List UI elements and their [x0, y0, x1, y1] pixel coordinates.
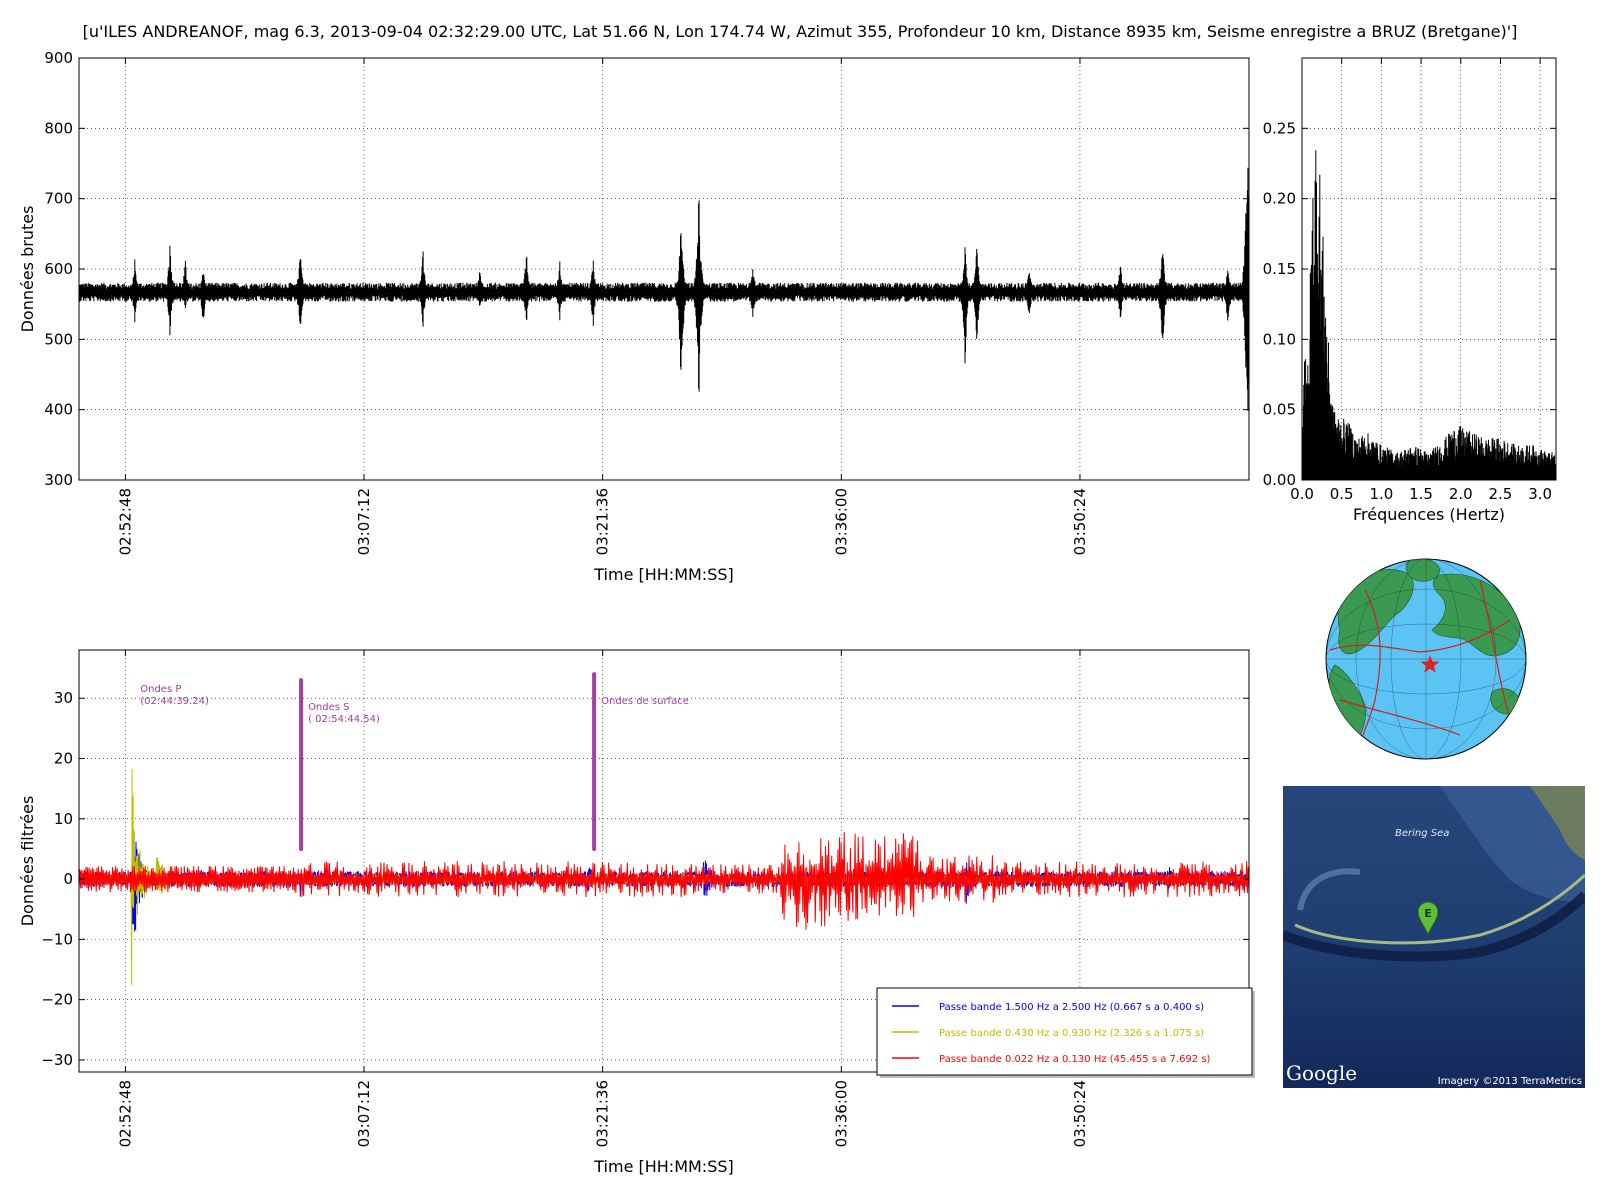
- filt-ylabel: Données filtrées: [18, 796, 37, 927]
- raw-ytick-label: 400: [44, 401, 73, 419]
- spec-ytick-label: 0.10: [1263, 330, 1296, 348]
- filt-ytick-label: −30: [41, 1051, 73, 1069]
- wave-annotation-label: Ondes S: [308, 702, 349, 713]
- raw-ylabel: Données brutes: [18, 206, 37, 333]
- map-ridge: [1297, 868, 1361, 911]
- legend-entry: Passe bande 1.500 Hz a 2.500 Hz (0.667 s…: [939, 1002, 1204, 1013]
- legend-entry: Passe bande 0.022 Hz a 0.130 Hz (45.455 …: [939, 1054, 1211, 1065]
- legend-box: [876, 987, 1253, 1076]
- raw-ytick-label: 800: [44, 119, 73, 137]
- filt-series-line: [78, 831, 1250, 931]
- axes-frame: [78, 649, 1250, 1073]
- spec-ytick-label: 0.05: [1263, 401, 1296, 419]
- raw-ytick-label: 600: [44, 260, 73, 278]
- legend-entry: Passe bande 0.430 Hz a 0.930 Hz (2.326 s…: [939, 1028, 1204, 1039]
- epicenter-star-icon: [1420, 655, 1440, 673]
- map-marker-pin-icon[interactable]: E: [1417, 901, 1439, 936]
- raw-xtick-label: 03:07:12: [355, 488, 373, 555]
- wave-annotation-label: Ondes P: [140, 684, 181, 695]
- spec-xlabel: Fréquences (Hertz): [1353, 505, 1505, 524]
- map-marker-label: E: [1424, 907, 1432, 920]
- satellite-map: Bering Sea E Google Imagery ©2013 TerraM…: [1283, 786, 1585, 1088]
- wave-annotation-label: (02:44:39.24): [140, 696, 209, 707]
- raw-ytick-label: 900: [44, 49, 73, 67]
- map-arc-islands: [1294, 873, 1585, 945]
- map-shelf: [1440, 786, 1585, 902]
- filt-xtick-label: 03:50:24: [1071, 1080, 1089, 1147]
- map-trench: [1283, 891, 1585, 962]
- raw-xtick-label: 02:52:48: [116, 488, 134, 555]
- raw-ytick-label: 300: [44, 471, 73, 489]
- spec-ytick-label: 0.15: [1263, 260, 1296, 278]
- google-logo: Google: [1286, 1061, 1357, 1085]
- filt-ytick-label: 30: [54, 689, 73, 707]
- globe-map: [1325, 558, 1527, 760]
- spec-xtick-label: 1.0: [1369, 485, 1393, 503]
- spec-xtick-label: 3.0: [1528, 485, 1552, 503]
- raw-signal-line: [78, 167, 1250, 411]
- raw-ytick-label: 500: [44, 330, 73, 348]
- filt-xtick-label: 02:52:48: [116, 1080, 134, 1147]
- filt-xtick-label: 03:21:36: [594, 1080, 612, 1147]
- map-sea-label: Bering Sea: [1395, 828, 1449, 839]
- spec-xtick-label: 1.5: [1409, 485, 1433, 503]
- filt-legend: Passe bande 1.500 Hz a 2.500 Hz (0.667 s…: [876, 987, 1255, 1078]
- filt-xlabel: Time [HH:MM:SS]: [593, 1157, 734, 1176]
- filt-xtick-label: 03:36:00: [832, 1080, 850, 1147]
- filt-ytick-label: −20: [41, 991, 73, 1009]
- spec-xtick-label: 0.5: [1330, 485, 1354, 503]
- filt-ytick-label: −10: [41, 930, 73, 948]
- spec-xtick-label: 2.5: [1489, 485, 1513, 503]
- raw-xtick-label: 03:21:36: [594, 488, 612, 555]
- spectrum-line: [1301, 150, 1557, 480]
- axes-frame: [1301, 57, 1557, 481]
- spec-xtick-label: 2.0: [1449, 485, 1473, 503]
- raw-xtick-label: 03:50:24: [1071, 488, 1089, 555]
- raw-data-panel: 900 800 700 600 500 400 300 02:52:48 03:07:12 03:…: [18, 49, 1250, 584]
- map-alaska-coast: [1530, 786, 1585, 860]
- map-credit: Imagery ©2013 TerraMetrics: [1438, 1076, 1582, 1087]
- wave-annotation-label: ( 02:54:44.54): [308, 714, 380, 725]
- raw-xlabel: Time [HH:MM:SS]: [593, 565, 734, 584]
- filt-ytick-label: 10: [54, 810, 73, 828]
- spec-ytick-label: 0.25: [1263, 119, 1296, 137]
- raw-xtick-label: 03:36:00: [832, 488, 850, 555]
- wave-annotation-label: Ondes de surface: [601, 696, 689, 707]
- spec-ytick-label: 0.00: [1263, 471, 1296, 489]
- spectrum-panel: 0.25 0.20 0.15 0.10 0.05 0.000.0 0.5 1.0 1.5 2.0 2…: [1263, 57, 1557, 524]
- spec-xtick-label: 0.0: [1290, 485, 1314, 503]
- spec-ytick-label: 0.20: [1263, 190, 1296, 208]
- globe-land-north-america: [1337, 569, 1414, 655]
- figure-title: [u'ILES ANDREANOF, mag 6.3, 2013-09-04 0…: [83, 22, 1518, 41]
- filt-ytick-label: 0: [63, 870, 73, 888]
- raw-ytick-label: 700: [44, 190, 73, 208]
- globe-land-greenland: [1405, 559, 1441, 582]
- filtered-data-panel: Ondes P(02:44:39.24) Ondes S( 02:54:44.54…: [18, 649, 1255, 1176]
- filt-ytick-label: 20: [54, 750, 73, 768]
- filt-xtick-label: 03:07:12: [355, 1080, 373, 1147]
